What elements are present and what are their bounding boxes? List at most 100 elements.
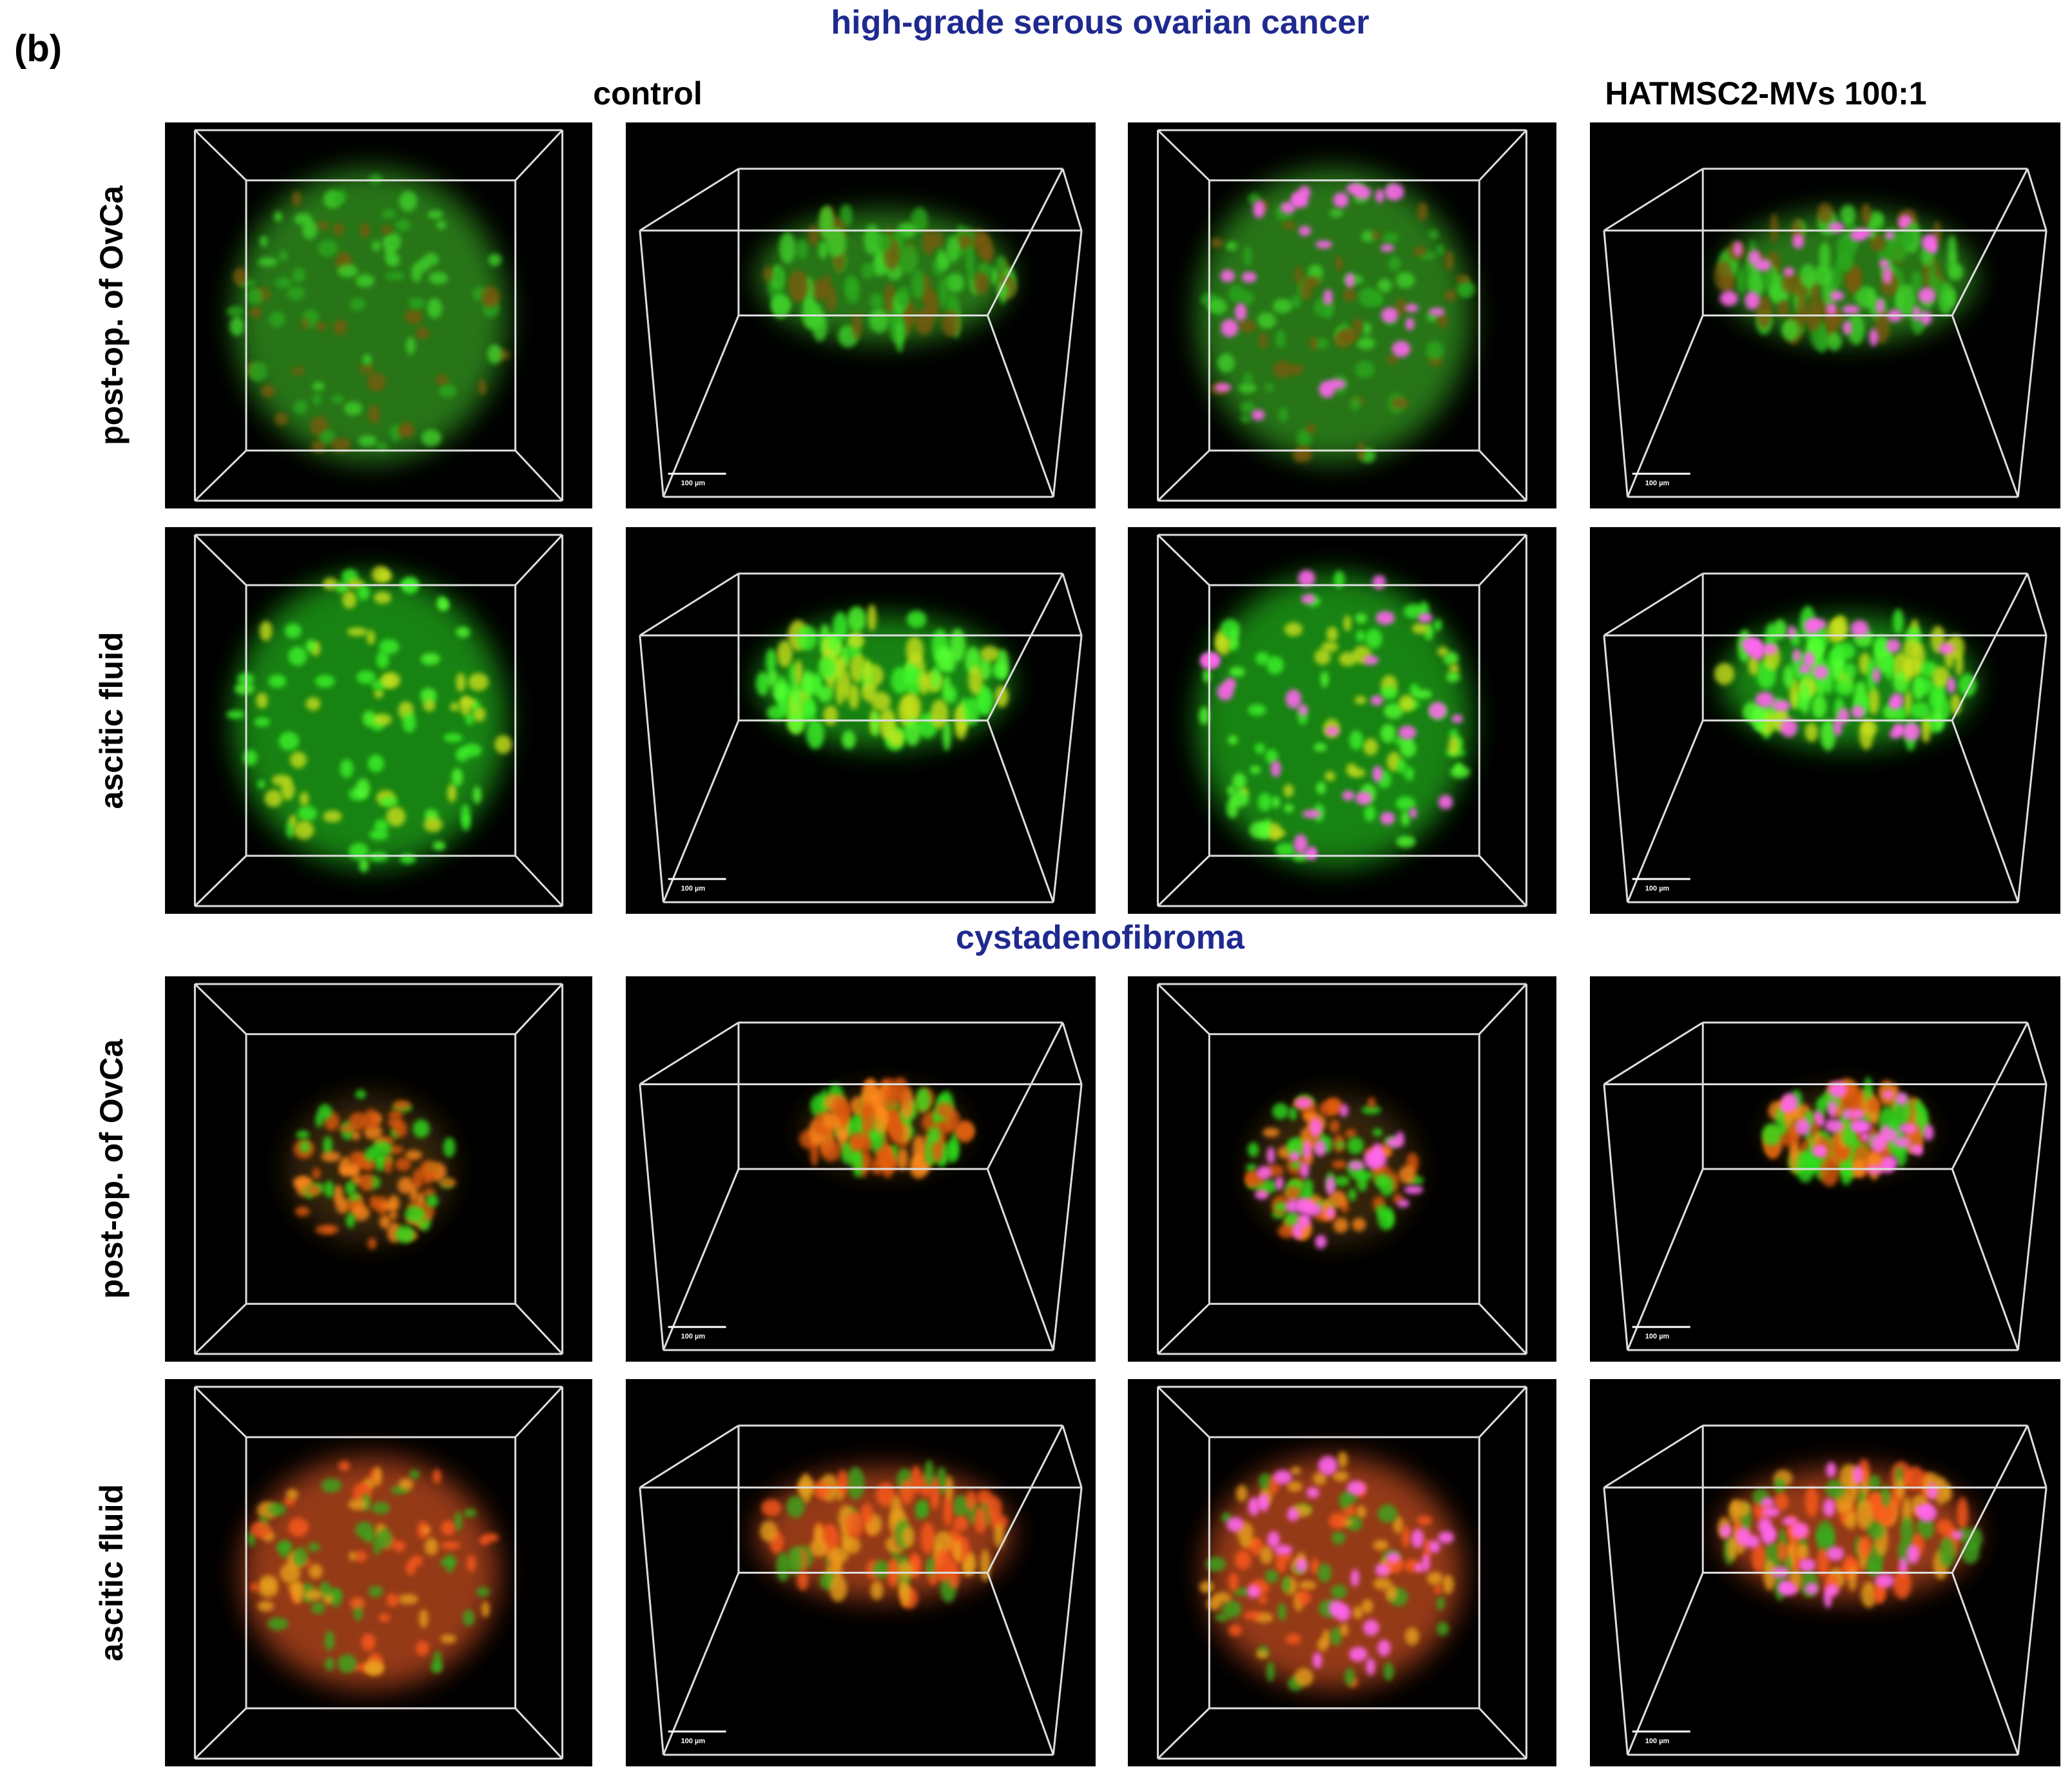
cell	[356, 670, 376, 684]
cell	[796, 239, 808, 260]
cell	[1427, 1571, 1443, 1585]
vesicle	[1899, 1557, 1908, 1575]
cell	[321, 1151, 341, 1162]
cell	[386, 806, 406, 827]
cell	[898, 244, 918, 275]
cell	[268, 1502, 286, 1516]
vesicle	[1266, 1146, 1275, 1164]
cell	[422, 1526, 431, 1534]
cell	[944, 1110, 961, 1133]
cell	[293, 400, 307, 414]
vesicle	[1273, 1545, 1293, 1556]
cell	[233, 267, 248, 286]
cell	[300, 318, 309, 329]
cell	[461, 743, 482, 757]
cell	[916, 1087, 931, 1112]
cell	[1255, 652, 1270, 665]
cell	[472, 786, 481, 804]
cell	[1874, 1584, 1884, 1604]
cell	[861, 1102, 876, 1134]
cell	[1875, 635, 1885, 655]
cell	[1310, 1558, 1320, 1574]
cell	[953, 1515, 969, 1532]
cell	[1329, 1119, 1340, 1134]
cell	[360, 222, 370, 238]
cell	[440, 1557, 458, 1567]
cell	[412, 1168, 424, 1189]
box-edge	[1157, 129, 1210, 181]
cell	[842, 730, 856, 749]
cell	[268, 311, 286, 327]
cell	[1433, 619, 1442, 632]
cell	[313, 393, 322, 406]
cell	[229, 316, 244, 336]
vesicle	[1893, 1137, 1912, 1148]
cell	[787, 710, 806, 735]
vesicle	[1314, 1140, 1326, 1157]
cell	[376, 651, 389, 669]
cell	[787, 1546, 803, 1575]
cell	[368, 404, 380, 424]
cell	[1861, 1581, 1877, 1608]
cell	[1229, 666, 1245, 677]
cell	[1404, 767, 1415, 781]
box-edge	[639, 1084, 664, 1351]
cell	[915, 1500, 928, 1520]
box-edge	[194, 1303, 247, 1355]
vesicle	[1428, 307, 1446, 316]
cell	[774, 266, 785, 287]
box-edge	[662, 1168, 740, 1351]
box-edge	[1157, 1386, 1210, 1438]
cell	[415, 1641, 429, 1656]
cell	[929, 1476, 940, 1510]
cell	[247, 362, 268, 382]
cell	[1436, 1621, 1449, 1636]
vesicle	[1363, 655, 1379, 665]
cell	[484, 295, 498, 306]
cell	[335, 1197, 350, 1213]
cell	[1858, 1536, 1872, 1558]
vesicle	[1760, 1498, 1774, 1508]
cell	[305, 697, 321, 711]
cell	[846, 1467, 865, 1500]
cell	[806, 719, 824, 749]
box-edge	[2026, 573, 2048, 636]
cell	[317, 240, 338, 257]
cell	[443, 1137, 456, 1157]
cell	[441, 1520, 456, 1536]
cell	[1249, 1538, 1264, 1556]
cell	[766, 670, 779, 687]
cell	[896, 286, 910, 308]
cell	[895, 321, 904, 353]
cell	[367, 1237, 377, 1250]
vesicle	[1885, 230, 1895, 240]
cell	[823, 705, 838, 726]
box-edge	[1478, 1386, 1527, 1438]
vesicle	[1816, 1145, 1827, 1157]
cell	[398, 426, 414, 438]
cell	[927, 1126, 941, 1144]
cell	[1305, 423, 1316, 434]
cell	[974, 1507, 987, 1534]
vesicle	[1256, 1166, 1272, 1180]
vesicle	[1438, 795, 1453, 809]
box-edge	[1951, 314, 2019, 497]
vesicle	[1782, 1517, 1799, 1526]
cell	[296, 1130, 310, 1139]
cell	[436, 220, 447, 229]
box-edge	[986, 314, 1054, 497]
cell	[924, 1460, 934, 1487]
cell	[371, 240, 381, 252]
box-edge	[1061, 1425, 1083, 1488]
cell	[1353, 318, 1363, 333]
cell	[794, 659, 803, 685]
vesicle	[1761, 1526, 1776, 1545]
cell	[994, 685, 1009, 708]
cell	[280, 1563, 301, 1584]
vesicle	[1843, 320, 1852, 335]
vesicle	[1428, 1540, 1440, 1554]
vesicle	[1295, 1097, 1313, 1108]
cell	[250, 1521, 271, 1538]
cell	[1896, 1478, 1905, 1500]
cell	[802, 298, 818, 329]
